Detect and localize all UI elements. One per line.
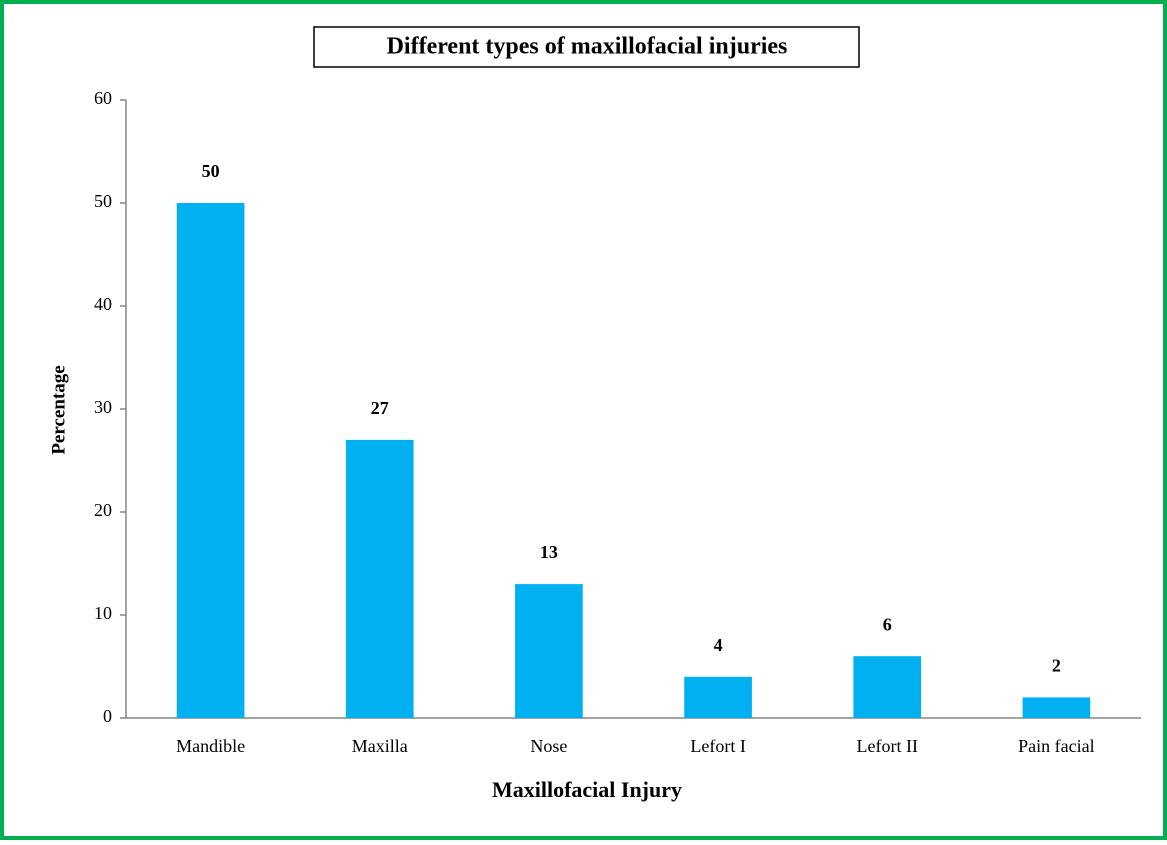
y-tick-label: 40 <box>94 294 112 314</box>
bar <box>853 656 922 718</box>
x-axis-label: Maxillofacial Injury <box>492 777 682 802</box>
x-tick-label: Pain facial <box>1018 736 1094 756</box>
title-box <box>313 26 860 68</box>
y-tick-label: 0 <box>103 706 112 726</box>
data-label: 2 <box>1052 656 1061 676</box>
y-tick-label: 50 <box>94 191 112 211</box>
data-label: 13 <box>540 542 558 562</box>
data-label: 27 <box>371 398 389 418</box>
data-label: 50 <box>202 161 220 181</box>
x-tick-label: Maxilla <box>352 736 408 756</box>
data-label: 6 <box>883 614 892 634</box>
y-axis-label: Percentage <box>48 365 69 454</box>
x-tick-label: Mandible <box>176 736 245 756</box>
x-tick-label: Lefort II <box>857 736 918 756</box>
x-tick-label: Lefort I <box>690 736 745 756</box>
data-label: 4 <box>714 635 723 655</box>
y-tick-label: 30 <box>94 397 112 417</box>
y-tick-label: 20 <box>94 500 112 520</box>
x-tick-label: Nose <box>530 736 567 756</box>
bar <box>684 676 752 718</box>
chart-title: Different types of maxillofacial injurie… <box>387 34 788 60</box>
bar <box>176 203 245 718</box>
y-tick-label: 10 <box>94 603 112 623</box>
bar <box>515 584 583 718</box>
bar <box>1022 697 1091 718</box>
bar <box>345 439 414 718</box>
y-tick-label: 60 <box>94 88 112 108</box>
